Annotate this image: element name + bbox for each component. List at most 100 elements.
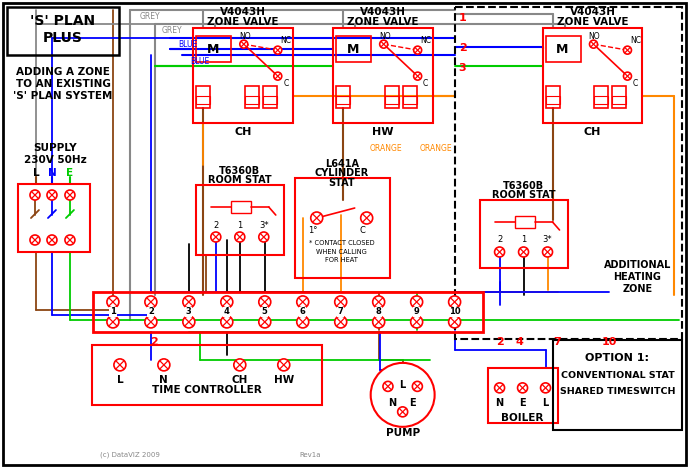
Bar	[384, 96, 399, 104]
Circle shape	[145, 296, 157, 308]
Text: N: N	[388, 398, 397, 408]
Text: L: L	[117, 375, 124, 385]
Text: HW: HW	[274, 375, 294, 385]
Text: ZONE: ZONE	[622, 284, 653, 294]
Circle shape	[240, 40, 248, 48]
Text: PUMP: PUMP	[386, 428, 420, 438]
Text: SUPPLY: SUPPLY	[33, 143, 77, 153]
Text: 3*: 3*	[543, 235, 553, 244]
Bar	[455, 7, 682, 339]
Bar	[92, 345, 322, 405]
Text: ADDING A ZONE: ADDING A ZONE	[16, 67, 110, 77]
Text: N: N	[48, 168, 57, 178]
Circle shape	[310, 212, 323, 224]
Circle shape	[259, 316, 270, 328]
Circle shape	[380, 40, 388, 48]
Text: 2: 2	[213, 220, 219, 229]
Text: 1: 1	[110, 307, 116, 316]
Circle shape	[540, 383, 551, 393]
Bar	[613, 86, 627, 108]
Circle shape	[183, 296, 195, 308]
Bar	[245, 96, 259, 104]
Circle shape	[411, 296, 423, 308]
Text: WHEN CALLING: WHEN CALLING	[316, 249, 367, 255]
Text: L: L	[400, 380, 406, 390]
Text: 7: 7	[553, 337, 562, 347]
Text: NO: NO	[379, 32, 391, 41]
Circle shape	[448, 316, 461, 328]
Text: 1: 1	[459, 13, 466, 23]
Text: M: M	[206, 43, 219, 56]
Text: PLUS: PLUS	[43, 31, 83, 45]
Circle shape	[145, 316, 157, 328]
Text: C: C	[283, 79, 288, 88]
Bar	[196, 185, 284, 255]
Circle shape	[221, 316, 233, 328]
Text: ZONE VALVE: ZONE VALVE	[347, 17, 418, 27]
Text: CONVENTIONAL STAT: CONVENTIONAL STAT	[560, 372, 674, 380]
Bar	[546, 96, 560, 104]
Text: 10: 10	[602, 337, 617, 347]
Text: 2: 2	[150, 337, 158, 347]
Text: CH: CH	[232, 375, 248, 385]
Circle shape	[371, 363, 435, 427]
Text: 3: 3	[459, 63, 466, 73]
Text: (c) DataVIZ 2009: (c) DataVIZ 2009	[100, 452, 160, 458]
Bar	[336, 36, 371, 62]
Circle shape	[335, 316, 346, 328]
Circle shape	[589, 40, 598, 48]
Circle shape	[183, 316, 195, 328]
Bar	[553, 340, 682, 430]
Bar	[336, 86, 350, 108]
Circle shape	[107, 316, 119, 328]
Bar	[613, 96, 627, 104]
Text: ZONE VALVE: ZONE VALVE	[207, 17, 279, 27]
Circle shape	[519, 247, 529, 257]
Circle shape	[413, 381, 422, 391]
Bar	[263, 96, 277, 104]
Circle shape	[47, 190, 57, 200]
Text: 5: 5	[262, 307, 268, 316]
Circle shape	[297, 296, 308, 308]
Bar	[546, 86, 560, 108]
Bar	[403, 86, 417, 108]
Circle shape	[235, 232, 245, 242]
Circle shape	[542, 247, 553, 257]
Circle shape	[518, 383, 528, 393]
Circle shape	[413, 46, 422, 54]
Circle shape	[211, 232, 221, 242]
Bar	[193, 28, 293, 123]
Text: TIME CONTROLLER: TIME CONTROLLER	[152, 385, 262, 395]
Text: 2: 2	[148, 307, 154, 316]
Circle shape	[297, 316, 308, 328]
Circle shape	[373, 316, 384, 328]
Circle shape	[234, 359, 246, 371]
Text: ORANGE: ORANGE	[370, 144, 402, 153]
Text: 1: 1	[521, 235, 526, 244]
Text: BOILER: BOILER	[502, 413, 544, 423]
Text: NC: NC	[630, 36, 641, 44]
Bar	[595, 96, 609, 104]
Text: SHARED TIMESWITCH: SHARED TIMESWITCH	[560, 388, 676, 396]
Text: ROOM STAT: ROOM STAT	[208, 175, 272, 185]
Circle shape	[47, 235, 57, 245]
Circle shape	[158, 359, 170, 371]
Text: 230V 50Hz: 230V 50Hz	[23, 155, 86, 165]
Text: 1°: 1°	[308, 226, 317, 234]
Text: 9: 9	[414, 307, 420, 316]
Text: 8: 8	[376, 307, 382, 316]
Text: 4: 4	[224, 307, 230, 316]
Circle shape	[361, 212, 373, 224]
Text: 10: 10	[448, 307, 460, 316]
Bar	[263, 86, 277, 108]
Text: 2: 2	[497, 235, 502, 244]
Bar	[384, 86, 399, 108]
Circle shape	[65, 235, 75, 245]
Text: 1: 1	[237, 220, 242, 229]
Bar	[542, 28, 642, 123]
Bar	[18, 184, 90, 252]
Text: NO: NO	[239, 32, 250, 41]
Text: BLUE: BLUE	[178, 40, 197, 49]
Text: OPTION 1:: OPTION 1:	[586, 353, 649, 363]
Text: N: N	[159, 375, 168, 385]
